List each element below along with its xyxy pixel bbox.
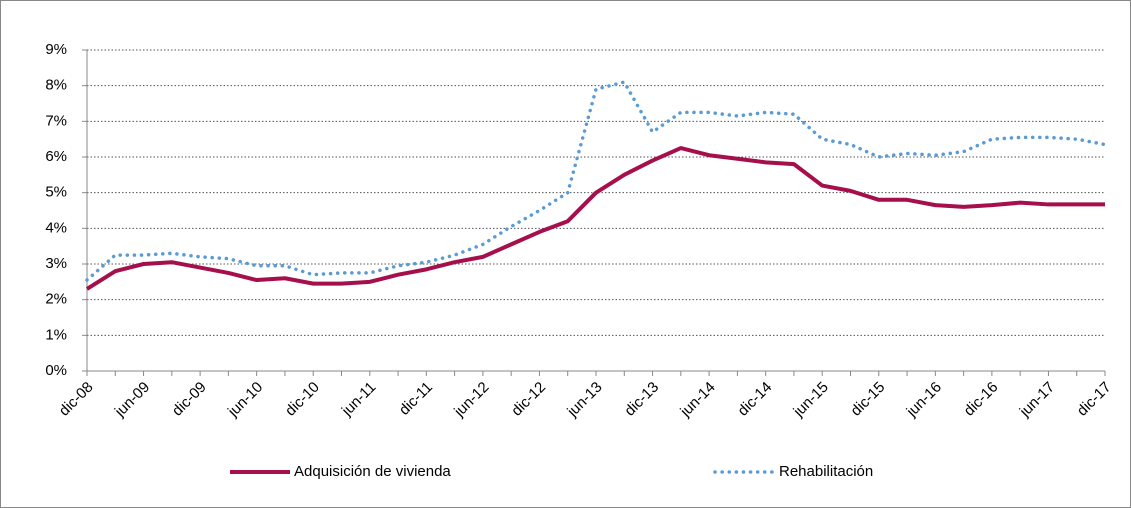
legend-label: Adquisición de vivienda <box>294 463 451 480</box>
y-tick-label: 4% <box>45 219 67 236</box>
y-tick-label: 7% <box>45 112 67 129</box>
y-tick-label: 5% <box>45 184 67 201</box>
y-tick-label: 2% <box>45 291 67 308</box>
legend-label: Rehabilitación <box>779 463 873 480</box>
y-tick-label: 6% <box>45 148 67 165</box>
y-tick-label: 1% <box>45 326 67 343</box>
series-line <box>85 146 1105 291</box>
y-tick-label: 8% <box>45 77 67 94</box>
y-tick-label: 3% <box>45 255 67 272</box>
series-line <box>85 80 1107 282</box>
y-tick-label: 9% <box>45 41 67 58</box>
y-tick-label: 0% <box>45 362 67 379</box>
